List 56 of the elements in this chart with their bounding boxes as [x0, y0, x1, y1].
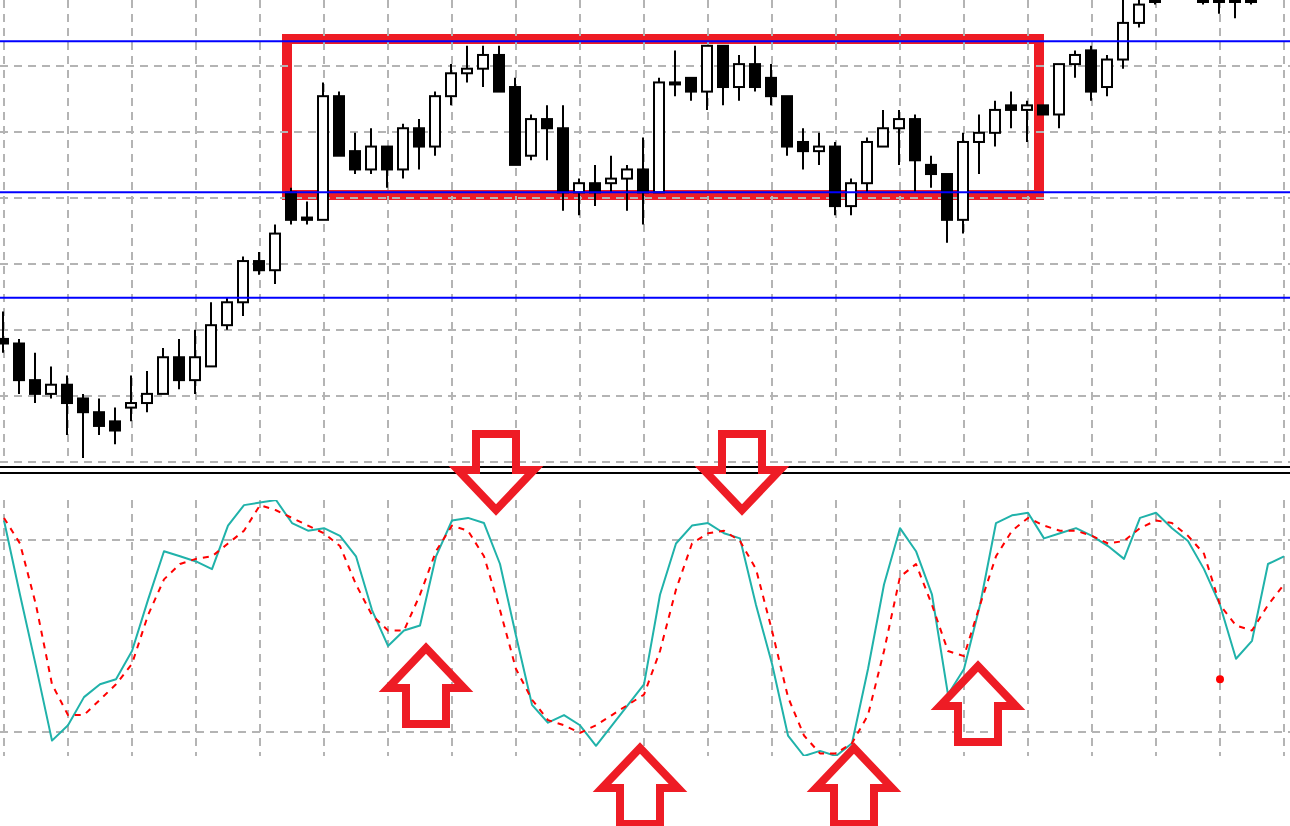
candlestick [93, 397, 105, 437]
candlestick [413, 118, 425, 171]
candlestick [877, 108, 889, 148]
candlestick [173, 337, 185, 391]
candlestick [397, 122, 409, 180]
candlestick [541, 104, 553, 162]
candlestick [669, 49, 681, 98]
candlestick [861, 136, 873, 194]
candlestick [1021, 99, 1033, 143]
candlestick [461, 44, 473, 84]
candlestick [605, 154, 617, 194]
candlestick [221, 296, 233, 331]
candlestick [125, 374, 137, 423]
candlestick [157, 347, 169, 395]
candlestick [525, 113, 537, 162]
candlestick [765, 63, 777, 107]
candlestick [61, 374, 73, 437]
candlestick [109, 406, 121, 446]
candlestick [285, 186, 297, 226]
candlestick [365, 127, 377, 176]
candlestick [1101, 53, 1113, 98]
candlestick [685, 76, 697, 102]
candlestick [349, 131, 361, 176]
candlestick [845, 177, 857, 217]
candlestick [893, 108, 905, 166]
candlestick [909, 113, 921, 194]
candlestick [1005, 90, 1017, 130]
candlestick [989, 99, 1001, 148]
candlestick [621, 163, 633, 212]
candlestick [749, 44, 761, 93]
candlestick [1085, 44, 1097, 102]
candlestick [733, 53, 745, 102]
candlestick [477, 44, 489, 89]
candlestick [205, 301, 217, 368]
candlestick [701, 44, 713, 111]
candlestick [29, 351, 41, 405]
candlestick [237, 255, 249, 318]
candlestick [189, 328, 201, 395]
candlestick [1069, 49, 1081, 79]
candlestick [973, 113, 985, 176]
candlestick [941, 173, 953, 244]
candlestick [269, 223, 281, 285]
candlestick [797, 127, 809, 171]
candlestick [445, 63, 457, 107]
candlestick [141, 369, 153, 414]
candlestick [77, 392, 89, 458]
candlestick [45, 365, 57, 400]
candlestick [301, 200, 313, 226]
candlestick [13, 337, 25, 395]
candlestick [253, 250, 265, 276]
candlestick [925, 154, 937, 189]
candlestick [381, 145, 393, 189]
candlestick [717, 44, 729, 107]
candlestick [637, 136, 649, 226]
candlestick [813, 131, 825, 166]
candlestick [493, 44, 505, 93]
